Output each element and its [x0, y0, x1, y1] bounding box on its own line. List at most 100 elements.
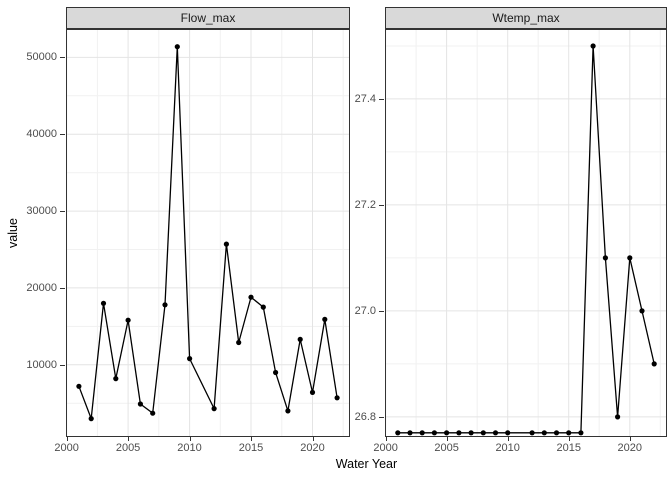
panel-border	[385, 29, 667, 437]
y-tick-mark	[60, 57, 65, 58]
data-point	[480, 430, 486, 436]
x-tick-label: 2010	[177, 442, 202, 454]
data-point	[444, 430, 450, 436]
y-tick-label: 27.0	[354, 304, 376, 317]
panel-flow-max	[66, 29, 350, 437]
data-point	[248, 294, 254, 300]
y-tick-mark	[379, 205, 384, 206]
data-point	[223, 241, 229, 247]
data-line	[78, 46, 338, 419]
x-tick-mark	[313, 437, 314, 441]
data-point	[125, 317, 131, 323]
y-tick-label: 27.2	[354, 198, 376, 211]
data-point	[407, 430, 413, 436]
y-tick-mark	[60, 365, 65, 366]
data-point	[322, 316, 328, 322]
data-point	[187, 356, 193, 362]
y-tick-mark	[60, 134, 65, 135]
data-point	[505, 430, 511, 436]
x-tick-mark	[508, 437, 509, 441]
data-point	[162, 302, 168, 308]
facet-strip-flow: Flow_max	[66, 7, 350, 29]
x-tick-label: 2015	[238, 442, 264, 454]
data-line	[397, 45, 655, 434]
y-tick-label: 10000	[26, 358, 57, 371]
data-point	[651, 361, 657, 367]
y-tick-label: 27.4	[354, 92, 376, 105]
y-axis-title: value	[6, 218, 20, 248]
x-axis-title: Water Year	[335, 457, 398, 471]
facet-strip-label: Wtemp_max	[492, 11, 560, 25]
data-point	[627, 255, 633, 261]
data-points	[76, 44, 340, 422]
data-point	[211, 406, 217, 412]
data-point	[431, 430, 437, 436]
data-point	[468, 430, 474, 436]
y-tick-label: 50000	[26, 51, 57, 64]
x-tick-mark	[630, 437, 631, 441]
data-point	[602, 255, 608, 261]
x-tick-mark	[128, 437, 129, 441]
facet-strip-label: Flow_max	[180, 11, 236, 25]
x-tick-label: 2010	[495, 442, 520, 454]
x-tick-mark	[190, 437, 191, 441]
data-point	[334, 395, 340, 401]
x-tick-label: 2005	[115, 442, 141, 454]
panel-wtemp-max	[385, 29, 667, 437]
gridlines-minor	[66, 29, 350, 437]
x-tick-label: 2000	[373, 442, 398, 454]
data-point	[76, 383, 82, 389]
gridlines-major	[385, 29, 667, 437]
data-point	[137, 401, 143, 407]
facet-strip-wtemp: Wtemp_max	[385, 7, 667, 29]
panel-border	[66, 29, 350, 437]
data-point	[578, 430, 584, 436]
data-point	[88, 416, 94, 422]
data-point	[639, 308, 645, 314]
data-point	[615, 414, 621, 420]
data-point	[566, 430, 572, 436]
data-point	[419, 430, 425, 436]
data-point	[309, 389, 316, 395]
x-tick-label: 2000	[54, 442, 79, 454]
x-tick-mark	[386, 437, 387, 441]
facet-wtemp-max: Wtemp_max	[385, 7, 667, 437]
y-tick-mark	[60, 288, 65, 289]
gridlines-minor	[385, 29, 667, 437]
y-tick-label: 20000	[26, 281, 57, 294]
x-tick-mark	[251, 437, 252, 441]
data-point	[529, 430, 535, 436]
y-tick-mark	[379, 311, 384, 312]
y-tick-label: 30000	[26, 205, 57, 218]
data-point	[297, 336, 303, 342]
x-tick-label: 2020	[617, 442, 642, 454]
data-point	[395, 430, 401, 436]
x-tick-mark	[67, 437, 68, 441]
data-point	[273, 369, 279, 376]
facet-flow-max: Flow_max	[66, 7, 350, 437]
data-point	[150, 410, 156, 416]
gridlines-major	[66, 29, 350, 437]
data-point	[541, 430, 547, 436]
data-point	[492, 430, 499, 436]
x-tick-mark	[569, 437, 570, 441]
x-tick-label: 2015	[556, 442, 581, 454]
data-point	[236, 339, 242, 346]
x-tick-label: 2020	[300, 442, 325, 454]
x-tick-mark	[447, 437, 448, 441]
data-point	[100, 300, 107, 306]
data-point	[285, 408, 291, 414]
data-point	[553, 430, 560, 436]
data-point	[456, 430, 462, 436]
y-tick-label: 26.8	[354, 410, 376, 423]
y-tick-mark	[379, 417, 384, 418]
y-tick-mark	[60, 211, 65, 212]
data-point	[260, 304, 266, 310]
data-point	[174, 44, 180, 50]
x-tick-label: 2005	[434, 442, 459, 454]
data-point	[113, 376, 119, 382]
y-tick-label: 40000	[26, 128, 57, 141]
y-tick-mark	[379, 99, 384, 100]
data-point	[590, 43, 596, 49]
